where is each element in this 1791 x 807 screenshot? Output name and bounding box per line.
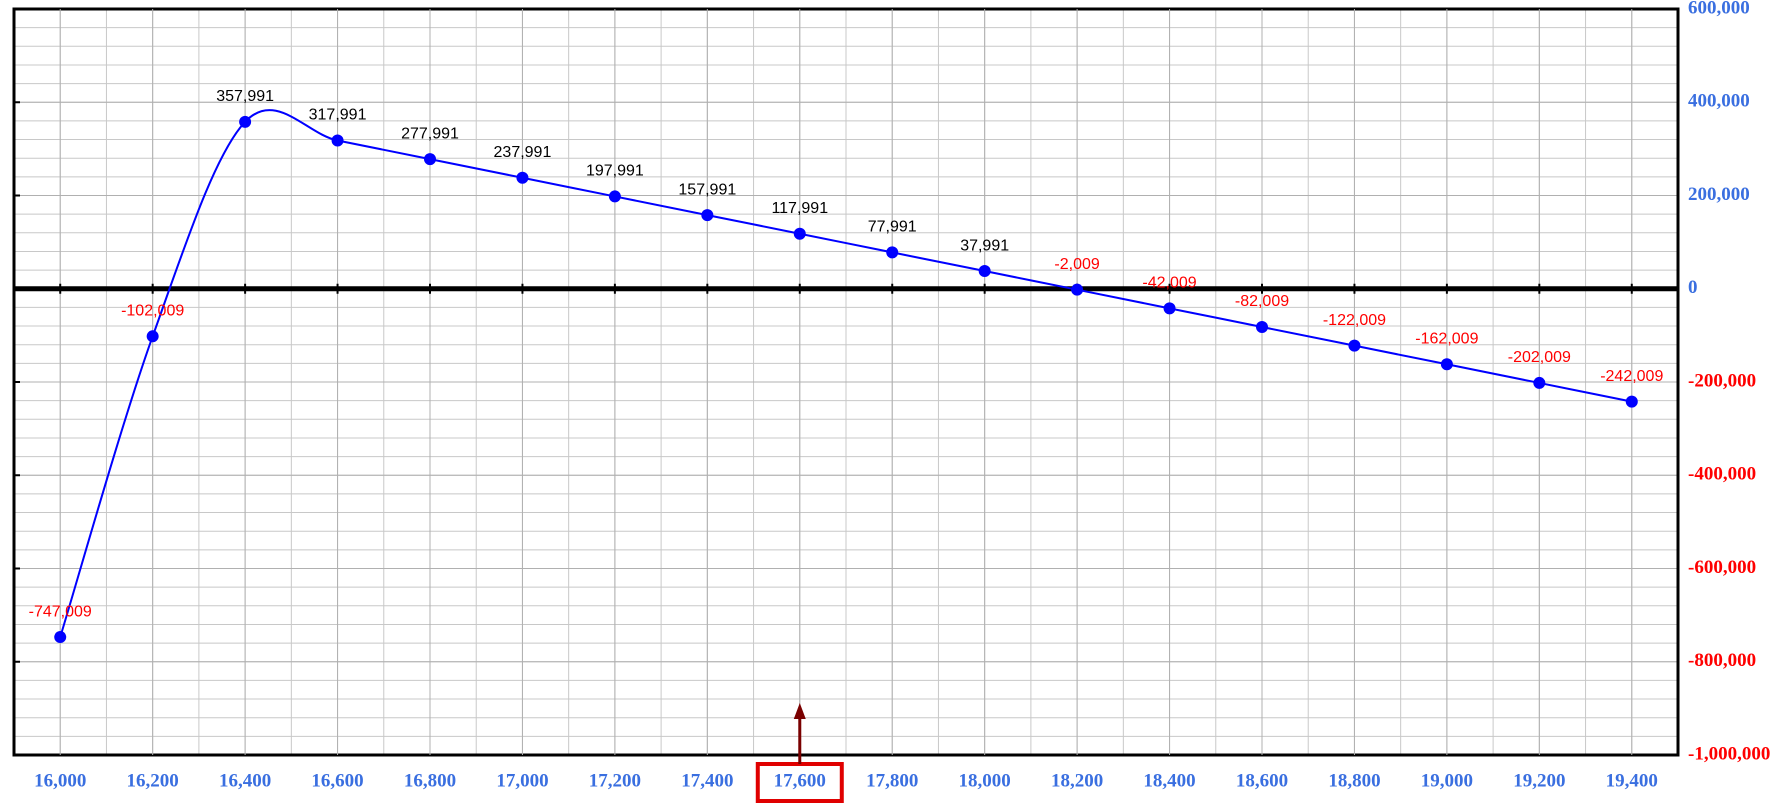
- x-tick-label: 19,000: [1421, 770, 1473, 791]
- x-tick-label: 16,200: [127, 770, 179, 791]
- data-point: [516, 171, 529, 184]
- data-label: -2,009: [1054, 256, 1099, 273]
- data-label: 37,991: [960, 237, 1009, 254]
- x-tick-label: 18,800: [1328, 770, 1380, 791]
- x-tick-label: 16,000: [34, 770, 86, 791]
- x-tick-label: 18,600: [1236, 770, 1288, 791]
- y-tick-label: 400,000: [1688, 91, 1750, 112]
- y-tick-label: -800,000: [1688, 650, 1756, 671]
- y-tick-label: -400,000: [1688, 464, 1756, 485]
- data-label: 197,991: [586, 163, 644, 180]
- y-tick-label: -200,000: [1688, 370, 1756, 391]
- data-label: 317,991: [309, 107, 367, 124]
- x-tick-label: 17,000: [496, 770, 548, 791]
- x-tick-label: 17,800: [866, 770, 918, 791]
- x-tick-label: 18,200: [1051, 770, 1103, 791]
- x-tick-label: 17,600: [774, 770, 826, 791]
- x-tick-label: 16,400: [219, 770, 271, 791]
- data-point: [1533, 376, 1546, 389]
- data-point: [701, 209, 714, 222]
- data-label: -42,009: [1142, 275, 1196, 292]
- data-point: [331, 134, 344, 147]
- data-label: 237,991: [494, 144, 552, 161]
- data-label: -242,009: [1600, 368, 1663, 385]
- data-point: [239, 115, 252, 128]
- data-point: [1256, 320, 1268, 333]
- y-tick-label: 600,000: [1688, 0, 1750, 18]
- data-point: [424, 153, 436, 166]
- x-tick-label: 19,200: [1513, 770, 1565, 791]
- data-label: 117,991: [771, 200, 828, 217]
- highlight-arrowhead: [793, 703, 806, 719]
- data-point: [1163, 302, 1176, 315]
- data-point: [1348, 339, 1361, 352]
- data-point: [1625, 395, 1638, 408]
- x-tick-label: 18,400: [1143, 770, 1195, 791]
- data-point: [793, 227, 806, 240]
- data-label: 357,991: [216, 88, 274, 105]
- data-point: [886, 246, 899, 259]
- plot-frame: [12, 7, 1680, 757]
- x-tick-label: 18,000: [959, 770, 1011, 791]
- y-tick-label: 200,000: [1688, 184, 1750, 205]
- data-label: -202,009: [1508, 349, 1571, 366]
- data-label: -747,009: [29, 603, 92, 620]
- data-point: [978, 265, 991, 278]
- data-label: 77,991: [868, 219, 917, 236]
- data-label: -82,009: [1235, 293, 1289, 310]
- x-tick-label: 16,800: [404, 770, 456, 791]
- data-point: [54, 631, 67, 644]
- data-label: 157,991: [678, 181, 736, 198]
- data-label: -162,009: [1415, 331, 1478, 348]
- data-label: -102,009: [121, 303, 184, 320]
- data-label: -122,009: [1323, 312, 1386, 329]
- y-tick-label: 0: [1688, 277, 1698, 298]
- data-point: [1440, 358, 1453, 371]
- data-point: [608, 190, 621, 203]
- x-tick-label: 17,400: [681, 770, 733, 791]
- y-tick-label: -1,000,000: [1688, 743, 1770, 764]
- x-tick-label: 16,600: [311, 770, 363, 791]
- y-tick-label: -600,000: [1688, 557, 1756, 578]
- x-tick-label: 17,200: [589, 770, 641, 791]
- data-point: [1071, 283, 1084, 296]
- x-tick-label: 19,400: [1606, 770, 1658, 791]
- data-label: 277,991: [401, 125, 459, 142]
- data-point: [146, 330, 159, 343]
